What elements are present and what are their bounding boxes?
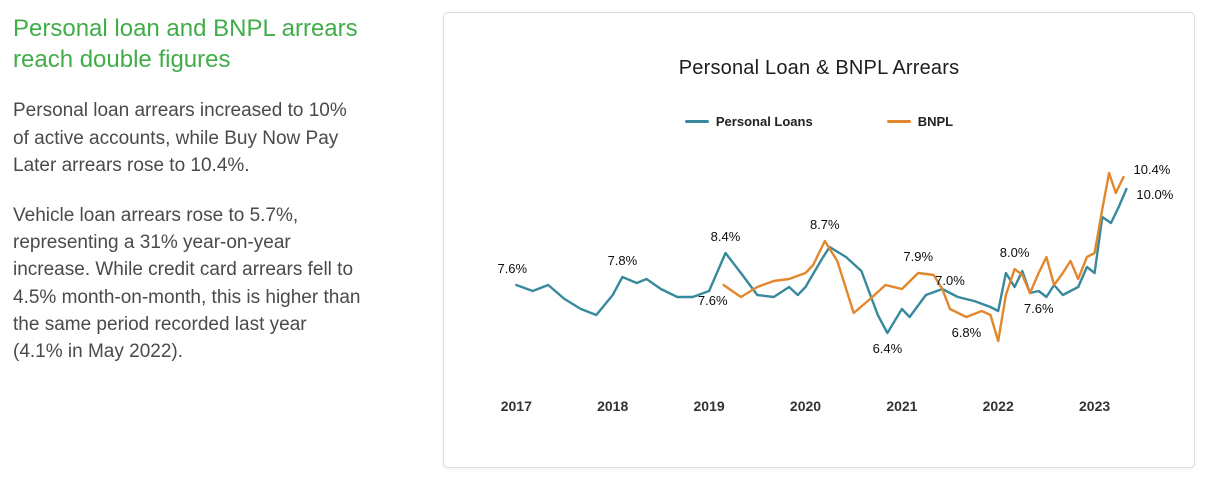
summary-paragraph-2: Vehicle loan arrears rose to 5.7%, repre… xyxy=(13,204,361,363)
x-axis-label-2020: 2020 xyxy=(790,398,821,414)
series-line-bnpl xyxy=(722,171,1125,343)
legend-item-bnpl: BNPL xyxy=(886,114,954,129)
data-label-6.4%: 6.4% xyxy=(873,341,903,356)
x-axis-label-2017: 2017 xyxy=(501,398,532,414)
bnpl-legend-label: BNPL xyxy=(917,114,954,129)
bnpl-line-swatch xyxy=(886,120,911,123)
chart-legend: Personal Loans BNPL xyxy=(444,114,1194,129)
data-label-10.4%: 10.4% xyxy=(1134,162,1171,177)
chart-title: Personal Loan & BNPL Arrears xyxy=(678,57,960,79)
summary-paragraph-1: Personal loan arrears increased to 10% o… xyxy=(13,100,347,177)
legend-item-personal-loans: Personal Loans xyxy=(684,114,813,129)
arrears-line-chart: 2017 2018 2019 2020 2021 2022 2023 7.6% 7.8% 8.4%… xyxy=(497,162,1173,414)
series-line-personal-loans xyxy=(515,187,1128,335)
data-label-7.6%: 7.6% xyxy=(1024,301,1054,316)
data-label-8.7%: 8.7% xyxy=(810,217,840,232)
data-label-8.0%: 8.0% xyxy=(1000,245,1030,260)
data-label-10.0%: 10.0% xyxy=(1136,187,1173,202)
x-axis-label-2021: 2021 xyxy=(886,398,917,414)
data-label-7.9%: 7.9% xyxy=(903,249,933,264)
data-label-7.6%: 7.6% xyxy=(497,261,527,276)
x-axis-label-2023: 2023 xyxy=(1079,398,1110,414)
data-label-7.6%: 7.6% xyxy=(698,293,728,308)
data-label-8.4%: 8.4% xyxy=(711,229,741,244)
personal-loans-line-swatch xyxy=(684,120,709,123)
personal-loans-legend-label: Personal Loans xyxy=(715,114,813,129)
x-axis-label-2022: 2022 xyxy=(983,398,1014,414)
headline: Personal loan and BNPL arrears reach dou… xyxy=(13,15,358,73)
data-label-7.0%: 7.0% xyxy=(935,273,965,288)
chart-card: Personal Loan & BNPL Arrears Personal Lo… xyxy=(443,12,1195,468)
x-axis-label-2018: 2018 xyxy=(597,398,628,414)
summary-panel: Personal loan and BNPL arrears reach dou… xyxy=(13,12,361,468)
data-label-6.8%: 6.8% xyxy=(952,325,982,340)
data-label-7.8%: 7.8% xyxy=(608,253,638,268)
x-axis-label-2019: 2019 xyxy=(694,398,725,414)
